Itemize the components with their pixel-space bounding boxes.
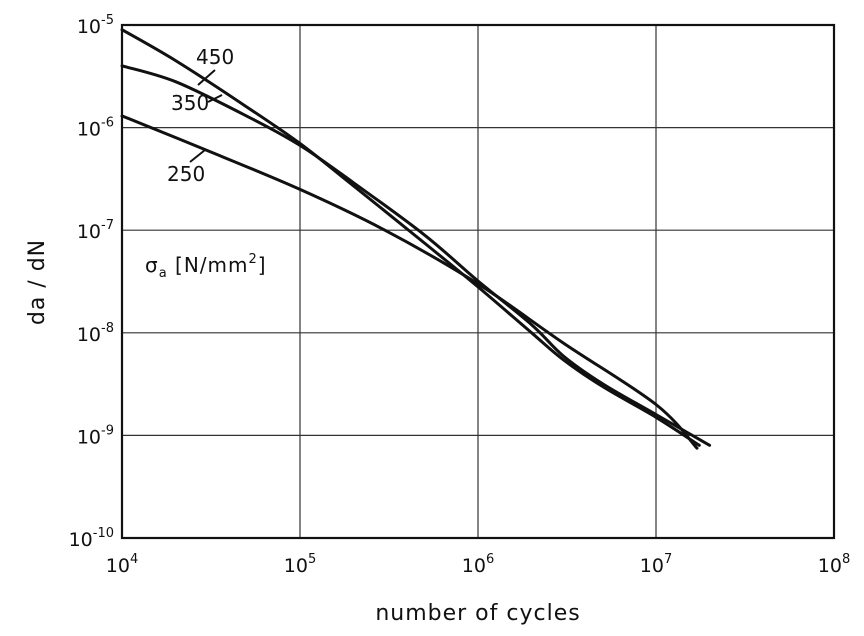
x-tick-label: 108 <box>818 552 850 577</box>
curve-label-450: 450 <box>196 45 234 86</box>
x-tick-base: 10 <box>106 555 130 577</box>
y-tick-label: 10-7 <box>77 218 114 243</box>
x-tick-label: 105 <box>284 552 316 577</box>
y-tick-base: 10 <box>77 324 101 346</box>
y-tick-label: 10-9 <box>77 423 114 448</box>
x-tick-exponent: 6 <box>486 552 494 567</box>
x-tick-label: 104 <box>106 552 138 577</box>
unit-superscript: 2 <box>248 252 257 267</box>
y-axis-label: da / dN <box>25 239 50 325</box>
x-tick-base: 10 <box>818 555 842 577</box>
y-tick-exponent: -5 <box>101 13 114 28</box>
y-tick-exponent: -10 <box>93 526 114 541</box>
series-line-250 <box>120 114 699 450</box>
unit-text: [N/mm <box>168 253 249 277</box>
y-tick-exponent: -7 <box>101 218 114 233</box>
unit-close: ] <box>258 253 267 277</box>
y-tick-base: 10 <box>77 16 101 38</box>
y-tick-base: 10 <box>77 119 101 141</box>
y-tick-base: 10 <box>77 221 101 243</box>
x-axis-label: number of cycles <box>375 601 580 626</box>
curve-label-350: 350 <box>171 91 223 115</box>
series-lines <box>120 28 712 450</box>
x-tick-exponent: 4 <box>130 552 138 567</box>
y-tick-exponent: -6 <box>101 116 114 131</box>
stress-amplitude-note: σa [N/mm2] <box>145 252 267 281</box>
x-tick-exponent: 5 <box>308 552 316 567</box>
y-tick-label: 10-6 <box>77 116 114 141</box>
y-tick-base: 10 <box>77 426 101 448</box>
x-tick-label: 106 <box>462 552 494 577</box>
y-tick-label: 10-5 <box>77 13 114 38</box>
sigma-subscript: a <box>159 266 168 281</box>
x-tick-label: 107 <box>640 552 672 577</box>
y-tick-label: 10-10 <box>69 526 114 551</box>
curve-label-250: 250 <box>167 149 206 186</box>
curve-label-350-text: 350 <box>171 91 209 115</box>
leader-line-250 <box>189 149 206 163</box>
plot-frame <box>120 23 836 540</box>
sigma-symbol: σ <box>145 253 159 277</box>
y-tick-label: 10-8 <box>77 321 114 346</box>
x-tick-base: 10 <box>284 555 308 577</box>
series-line-350 <box>120 64 712 447</box>
x-tick-exponent: 8 <box>842 552 850 567</box>
x-tick-base: 10 <box>640 555 664 577</box>
leader-line-450 <box>197 69 216 86</box>
y-tick-exponent: -8 <box>101 321 114 336</box>
x-tick-exponent: 7 <box>664 552 672 567</box>
y-tick-exponent: -9 <box>101 423 114 438</box>
grid <box>122 25 834 538</box>
curve-label-250-text: 250 <box>167 162 205 186</box>
y-tick-base: 10 <box>69 529 93 551</box>
x-tick-base: 10 <box>462 555 486 577</box>
series-line-450 <box>120 28 701 447</box>
curve-label-450-text: 450 <box>196 45 234 69</box>
leader-line-350 <box>207 94 223 103</box>
